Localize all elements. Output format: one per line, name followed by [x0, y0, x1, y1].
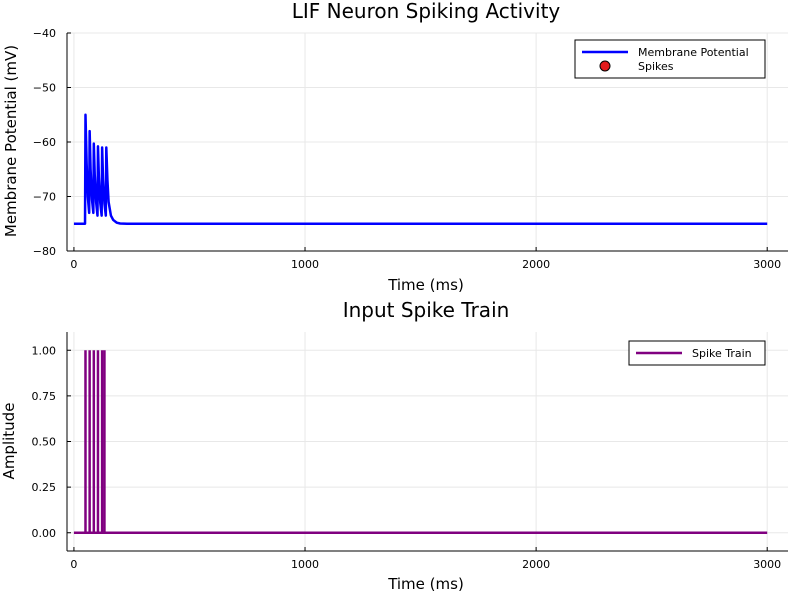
panel-input-spike-train: Input Spike Train 0 1000 2000 30000.000.250…: [0, 298, 788, 593]
bottom-x-tick-label: 1000: [291, 558, 319, 571]
bottom-y-tick-label: 1.00: [32, 344, 57, 357]
bottom-ticks: 0 1000 2000 3000 0.00 0.25 0.50 0.75 1.00: [32, 344, 782, 571]
legend-label-spikes: Spikes: [638, 60, 674, 73]
series-line-membrane-potential: [73, 113, 768, 225]
legend-marker-spikes: [599, 60, 611, 72]
bottom-y-tick-label: 0.25: [32, 481, 57, 494]
bottom-y-tick-label: 0.75: [32, 390, 57, 403]
top-y-tick-label: −50: [33, 82, 56, 95]
bottom-y-tick-label: 0.50: [32, 436, 57, 449]
bottom-y-axis-label: Amplitude: [0, 403, 18, 480]
top-x-axis-label: Time (ms): [387, 276, 464, 294]
top-y-tick-label: −70: [33, 191, 56, 204]
top-legend-box: [574, 39, 766, 79]
legend-label-membrane-potential: Membrane Potential: [638, 46, 749, 59]
panel-membrane-potential: LIF Neuron Spiking Activity 0 1000 2000 300…: [2, 0, 788, 294]
top-x-tick-label: 2000: [522, 258, 550, 271]
top-x-tick-label: 0: [70, 258, 77, 271]
top-x-tick-label: 3000: [753, 258, 781, 271]
top-y-tick-label: −80: [33, 245, 56, 258]
bottom-x-tick-label: 3000: [753, 558, 781, 571]
top-y-tick-label: −40: [33, 27, 56, 40]
bottom-y-tick-label: 0.00: [32, 527, 57, 540]
bottom-series: [73, 350, 768, 534]
top-ticks: 0 1000 2000 3000 −80 −70 −60 −50 −40: [33, 27, 781, 271]
top-x-tick-label: 1000: [291, 258, 319, 271]
top-series: [73, 113, 768, 225]
bottom-x-tick-label: 0: [70, 558, 77, 571]
bottom-plot-title: Input Spike Train: [343, 298, 510, 322]
bottom-x-axis-label: Time (ms): [387, 575, 464, 593]
bottom-x-tick-label: 2000: [522, 558, 550, 571]
top-plot-title: LIF Neuron Spiking Activity: [292, 0, 561, 23]
top-legend: Membrane Potential Spikes: [574, 39, 766, 79]
legend-label-spike-train: Spike Train: [692, 347, 752, 360]
top-y-axis-label: Membrane Potential (mV): [2, 45, 20, 237]
top-y-tick-label: −60: [33, 136, 56, 149]
bottom-legend: Spike Train: [628, 340, 766, 366]
